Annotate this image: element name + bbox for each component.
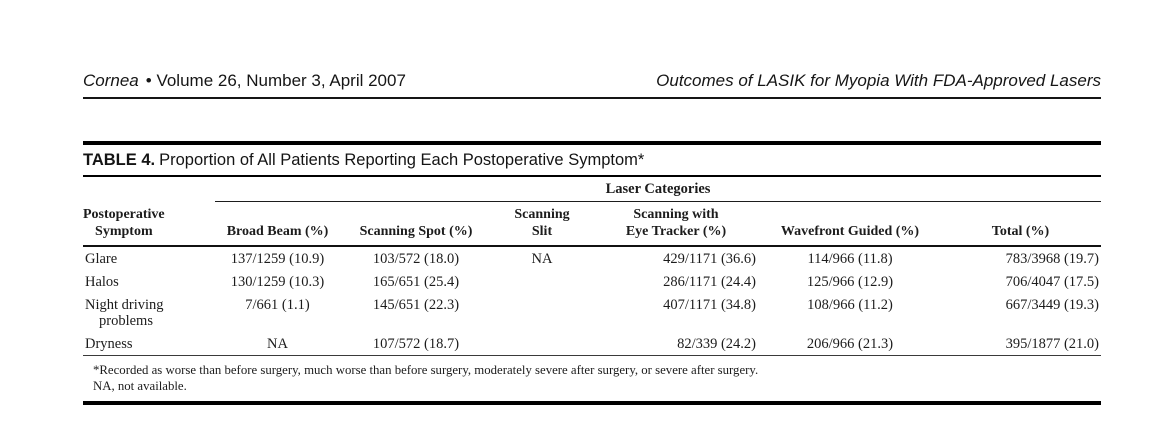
cell-eye-tracker: 286/1171 (24.4) [663,274,756,290]
table-title-bar: TABLE 4. Proportion of All Patients Repor… [83,141,1101,177]
cell-broad-beam: 137/1259 (10.9) [230,251,325,267]
table-4-block: TABLE 4. Proportion of All Patients Repor… [83,141,1102,405]
col-header-symptom: Postoperative Symptom [83,201,215,247]
table-row-dryness: Dryness NA 107/572 (18.7) 82/339 (24.2) … [83,332,1101,356]
cell-scanning-spot: 165/651 (25.4) [372,274,460,290]
cell-scanning-spot: 145/651 (22.3) [372,297,460,313]
cell-scanning-slit [492,332,592,356]
cell-total: 395/1877 (21.0) [1005,336,1100,352]
cell-broad-beam: 130/1259 (10.3) [230,274,325,290]
col-header-scanning-spot: Scanning Spot (%) [340,201,492,247]
cell-symptom: Halos [85,274,119,290]
table-header: Laser Categories Postoperative Symptom B… [83,177,1102,247]
col-header-scanning-slit: Scanning Slit [492,201,592,247]
table-footnotes: *Recorded as worse than before surgery, … [83,356,1101,401]
footnote-na: NA, not available. [93,379,187,393]
cell-symptom: Night driving problems [85,297,164,329]
cell-eye-tracker: 82/339 (24.2) [677,336,756,352]
cell-symptom: Glare [85,251,118,267]
cell-scanning-spot: 103/572 (18.0) [372,251,460,267]
journal-name: Cornea [83,71,139,90]
col-header-eye-tracker: Scanning with Eye Tracker (%) [592,201,760,247]
cell-scanning-slit: NA [531,251,553,267]
table-label: TABLE 4. [83,151,156,169]
table-bottom-rule [83,401,1101,405]
running-head-article-title: Outcomes of LASIK for Myopia With FDA-Ap… [656,71,1101,90]
footnote-recorded: *Recorded as worse than before surgery, … [93,363,759,377]
cell-scanning-spot: 107/572 (18.7) [372,336,460,352]
table-row-night-driving: Night driving problems 7/661 (1.1) 145/6… [83,293,1101,332]
col-header-total: Total (%) [940,201,1102,247]
column-header-row: Postoperative Symptom Broad Beam (%) Sca… [83,201,1102,247]
cell-wavefront: 206/966 (21.3) [806,336,894,352]
cell-eye-tracker: 429/1171 (36.6) [663,251,756,267]
laser-categories-span-header: Laser Categories [215,177,1102,202]
issue-info: • Volume 26, Number 3, April 2007 [145,71,406,90]
corner-cell [83,177,215,202]
cell-broad-beam: NA [267,336,288,352]
table-row-glare: Glare 137/1259 (10.9) 103/572 (18.0) NA … [83,246,1101,270]
table-body: Glare 137/1259 (10.9) 103/572 (18.0) NA … [83,246,1101,356]
cell-total: 667/3449 (19.3) [1005,297,1100,313]
running-head: Cornea • Volume 26, Number 3, April 2007 … [83,71,1101,99]
span-header-row: Laser Categories [83,177,1102,202]
table-title: Proportion of All Patients Reporting Eac… [159,151,645,169]
table-row-halos: Halos 130/1259 (10.3) 165/651 (25.4) 286… [83,270,1101,293]
cell-wavefront: 108/966 (11.2) [807,297,893,313]
cell-total: 783/3968 (19.7) [1005,251,1100,267]
cell-wavefront: 114/966 (11.8) [807,251,893,267]
cell-symptom: Dryness [85,336,133,352]
cell-wavefront: 125/966 (12.9) [806,274,894,290]
col-header-wavefront: Wavefront Guided (%) [760,201,940,247]
cell-scanning-slit [492,293,592,332]
cell-scanning-slit [492,270,592,293]
symptoms-table: Laser Categories Postoperative Symptom B… [83,177,1102,356]
col-header-broad-beam: Broad Beam (%) [215,201,340,247]
cell-total: 706/4047 (17.5) [1005,274,1100,290]
running-head-left: Cornea • Volume 26, Number 3, April 2007 [83,71,406,91]
cell-broad-beam: 7/661 (1.1) [245,297,310,313]
cell-eye-tracker: 407/1171 (34.8) [663,297,756,313]
